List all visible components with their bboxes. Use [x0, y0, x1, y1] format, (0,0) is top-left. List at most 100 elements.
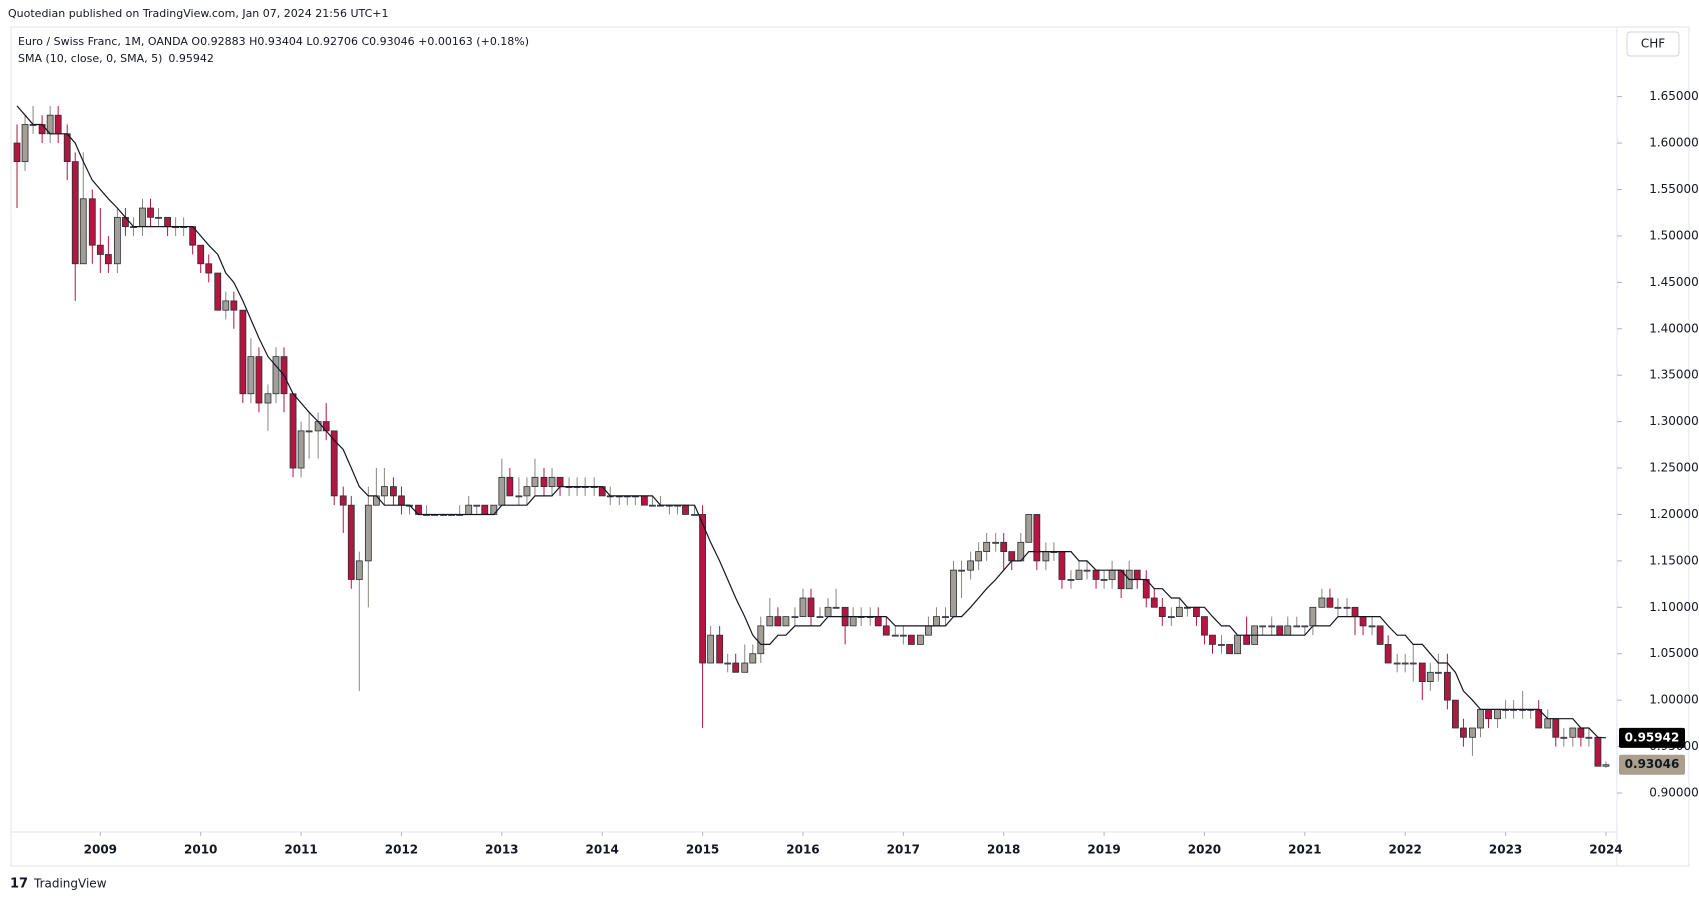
sma-legend: SMA (10, close, 0, SMA, 5)	[18, 52, 162, 65]
brand-name: TradingView	[33, 877, 107, 891]
candle-body	[782, 616, 790, 627]
candle-body	[1351, 606, 1359, 617]
candle-body	[832, 606, 840, 609]
candle-body	[197, 244, 205, 265]
x-tick-label: 2015	[686, 843, 719, 857]
sma-legend-value: 0.95942	[168, 52, 214, 65]
candle-body	[791, 616, 799, 618]
candle-body	[1293, 625, 1301, 628]
candle-body	[1309, 606, 1317, 627]
candle-body	[38, 124, 46, 135]
y-tick-label: 1.60000	[1649, 136, 1699, 150]
candle-body	[1326, 597, 1334, 608]
candle-body	[682, 504, 689, 515]
candle-body	[1284, 625, 1292, 636]
candle-body	[749, 653, 757, 664]
candle-body	[523, 486, 531, 497]
candle-body	[707, 634, 715, 664]
candle-body	[1218, 644, 1225, 646]
brand-mark: 𝟭𝟳	[10, 877, 28, 892]
candle-body	[54, 114, 62, 135]
candle-body	[339, 495, 347, 506]
candle-body	[322, 421, 330, 432]
candle-body	[364, 504, 372, 562]
candle-body	[699, 514, 706, 664]
candle-body	[774, 616, 782, 627]
candle-body	[874, 616, 882, 627]
sma-price-badge-bg	[1619, 727, 1685, 748]
candle-body	[882, 625, 890, 636]
candle-body	[1008, 551, 1016, 562]
candle-body	[757, 625, 765, 655]
currency-label[interactable]: CHF	[1641, 37, 1665, 51]
x-tick-label: 2024	[1589, 843, 1622, 857]
candle-body	[1209, 634, 1216, 645]
candle-body	[1092, 569, 1100, 580]
candle-body	[13, 142, 21, 163]
candle-body	[648, 504, 656, 507]
candle-body	[139, 207, 146, 228]
candle-body	[1268, 625, 1276, 628]
candle-body	[355, 560, 363, 580]
y-tick-label: 0.90000	[1649, 786, 1699, 800]
candle-body	[1393, 662, 1401, 665]
y-tick-label: 1.25000	[1649, 461, 1699, 475]
candle-body	[297, 430, 305, 469]
candle-body	[122, 216, 129, 228]
candle-body	[490, 504, 498, 515]
y-tick-label: 1.05000	[1649, 646, 1699, 660]
candle-body	[88, 198, 96, 246]
y-tick-label: 1.35000	[1649, 368, 1699, 382]
candle-body	[724, 662, 732, 665]
candle-body	[498, 476, 506, 506]
candle-body	[766, 616, 774, 627]
candle-body	[347, 504, 355, 580]
candle-body	[1158, 606, 1166, 617]
symbol-legend: Euro / Swiss Franc, 1M, OANDA O0.92883 H…	[18, 35, 529, 48]
candle-body	[289, 393, 297, 469]
close-price-badge-bg	[1619, 754, 1685, 775]
candle-body	[473, 504, 481, 507]
candle-body	[816, 616, 824, 618]
candle-body	[1577, 727, 1585, 738]
candle-body	[1025, 514, 1033, 543]
candle-body	[1602, 764, 1610, 767]
candle-body	[465, 504, 473, 515]
candle-body	[481, 504, 489, 515]
y-tick-label: 1.50000	[1649, 228, 1699, 242]
candle-body	[1384, 644, 1392, 664]
candle-body	[1409, 662, 1417, 665]
candle-body	[1150, 597, 1158, 608]
candle-body	[1368, 625, 1376, 628]
y-tick-label: 1.00000	[1649, 693, 1699, 707]
candle-body	[1594, 736, 1602, 767]
candle-body	[1243, 634, 1251, 645]
candle-body	[950, 569, 957, 617]
candle-body	[1451, 699, 1459, 729]
candle-body	[63, 133, 71, 163]
x-tick-label: 2018	[987, 843, 1020, 857]
candle-body	[1560, 736, 1568, 739]
candle-body	[1318, 597, 1326, 608]
candle-body	[1376, 625, 1384, 645]
x-tick-label: 2013	[485, 843, 518, 857]
x-tick-label: 2020	[1188, 843, 1221, 857]
candle-body	[1544, 718, 1552, 729]
candle-body	[205, 263, 213, 274]
y-tick-label: 1.65000	[1649, 89, 1699, 103]
currency-button[interactable]	[1626, 31, 1680, 57]
candle-body	[1083, 569, 1091, 572]
candle-body	[372, 495, 380, 506]
candle-body	[1443, 671, 1451, 701]
y-tick-label: 1.45000	[1649, 275, 1699, 289]
candle-body	[113, 216, 121, 265]
y-tick-label: 1.40000	[1649, 321, 1699, 335]
candle-body	[1108, 569, 1116, 580]
y-tick-label: 1.15000	[1649, 553, 1699, 567]
candle-body	[1201, 616, 1208, 636]
candle-body	[598, 486, 606, 497]
candle-body	[330, 430, 338, 497]
candle-body	[1301, 625, 1309, 628]
x-tick-label: 2019	[1087, 843, 1120, 857]
